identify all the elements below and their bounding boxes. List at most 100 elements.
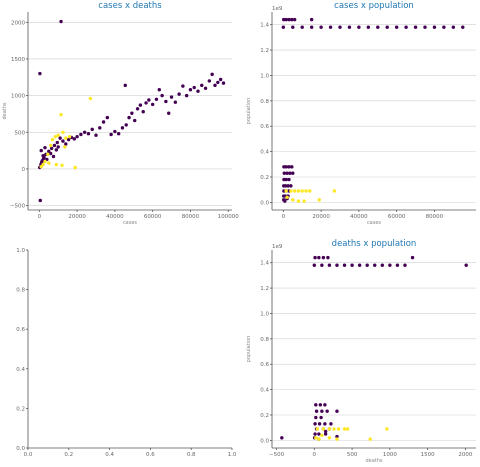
p1-point: [47, 149, 51, 154]
p3-xtick-label: 1.0: [228, 452, 237, 458]
p1-point: [213, 83, 217, 88]
p1-point: [61, 130, 65, 134]
p1-point: [101, 120, 106, 124]
p1-point: [60, 163, 64, 167]
p1-point: [124, 123, 128, 127]
p2-point: [347, 25, 352, 29]
p2-xtick-label: 0: [282, 214, 286, 220]
p4-ytick-label: 0.2: [260, 413, 269, 419]
p4-point: [368, 437, 372, 441]
p2-point: [451, 25, 456, 29]
p2-xtick-label: 20000: [312, 214, 330, 220]
p1-point: [61, 139, 65, 143]
p1-point: [54, 162, 59, 167]
p2-point: [300, 189, 304, 193]
p1-point: [181, 84, 185, 88]
p4-point: [313, 432, 317, 436]
p2-point: [287, 165, 291, 169]
p1-point: [51, 154, 56, 159]
p4-point: [317, 437, 321, 441]
p2-ytick-label: 0.2: [260, 175, 269, 181]
p1-point: [50, 137, 55, 142]
p1-point: [207, 79, 212, 83]
p4-point: [314, 403, 318, 407]
p2-y-label: population: [246, 98, 252, 125]
p2-point: [404, 25, 408, 29]
p4-point: [320, 263, 324, 267]
p4-point: [314, 415, 318, 420]
p1-title: cases x deaths: [98, 1, 162, 11]
p2-ytick-label: 1.2: [260, 48, 269, 54]
p2-point: [423, 25, 427, 29]
p2-point: [376, 25, 380, 29]
p2-point: [328, 25, 333, 29]
p4-point: [350, 263, 354, 267]
p1-point: [144, 101, 148, 105]
p2-title: cases x population: [334, 1, 414, 11]
p1-point: [169, 95, 174, 99]
p1-ytick-label: 0: [22, 167, 26, 173]
p1-point: [203, 86, 208, 90]
p4-point: [380, 263, 385, 267]
p2-point: [282, 171, 286, 175]
p4-xtick-label: 500: [347, 452, 358, 458]
p1-y-label: deaths: [2, 102, 8, 119]
p1-point: [90, 127, 94, 132]
p1-point: [46, 152, 50, 156]
p1-point: [82, 130, 87, 134]
p1-point: [49, 146, 54, 151]
p1-point: [56, 145, 60, 149]
p4-ytick-label: 0.8: [260, 337, 269, 343]
p2-point: [288, 171, 292, 175]
p2-point: [284, 165, 288, 169]
p4-title: deaths x population: [332, 239, 417, 249]
p1-point: [154, 97, 159, 101]
p3-ytick-label: 0.8: [16, 288, 25, 294]
p2-point: [357, 25, 361, 29]
p2-point: [413, 25, 418, 29]
p2-point: [304, 189, 308, 193]
p4-point: [395, 263, 400, 267]
p2-xtick-label: 40000: [350, 214, 368, 220]
p1-point: [116, 132, 121, 136]
p1-point: [221, 81, 226, 85]
p1-ytick-label: 500: [15, 130, 26, 136]
p1-point: [113, 129, 117, 134]
p4-point: [321, 427, 326, 431]
p1-point: [196, 89, 200, 93]
p4-point: [317, 422, 322, 426]
p1-ytick-label: −500: [10, 204, 26, 210]
p4-xtick-label: 0: [313, 452, 317, 458]
p4-point: [385, 427, 389, 431]
p4-point: [365, 263, 369, 267]
p4-ytick-label: 0.6: [260, 362, 269, 368]
p4-point: [357, 263, 362, 267]
p2-point: [282, 17, 286, 22]
p2-point: [287, 177, 291, 182]
p4-point: [321, 255, 326, 260]
p1-point: [130, 111, 134, 115]
p1-point: [192, 85, 196, 90]
p4-xtick-label: 1000: [383, 452, 397, 458]
p4-point: [315, 427, 320, 431]
p4-point: [388, 263, 392, 267]
p1-point: [58, 136, 62, 140]
p1-point: [75, 134, 79, 139]
p1-point: [188, 88, 193, 92]
p1-point: [135, 107, 140, 111]
p4-point: [317, 432, 321, 436]
p4-y-label: population: [246, 336, 252, 363]
p4-point: [280, 436, 284, 440]
p1-point: [38, 198, 42, 203]
p1-point: [73, 165, 77, 170]
p2-point: [338, 25, 342, 29]
p1-xtick-label: 100000: [218, 214, 239, 220]
p1-point: [138, 103, 143, 107]
p1-point: [66, 137, 71, 142]
p4-point: [318, 403, 323, 407]
p1-x-label: cases: [123, 220, 137, 226]
p1-point: [160, 93, 164, 98]
p1-point: [167, 111, 171, 115]
